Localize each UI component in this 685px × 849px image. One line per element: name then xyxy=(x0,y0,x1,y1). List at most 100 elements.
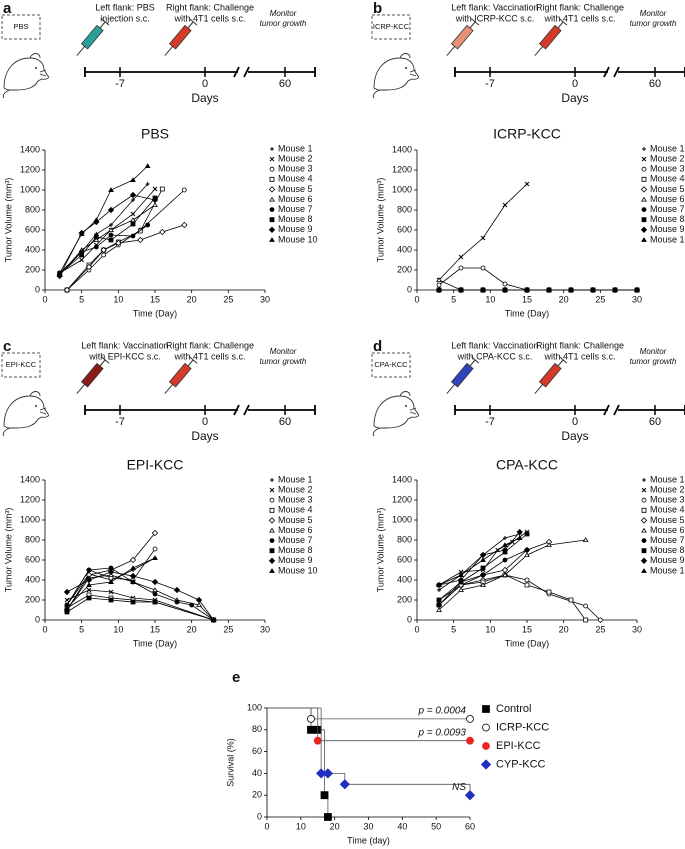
chart-title: ICRP-KCC xyxy=(493,126,561,142)
syringe-barrel xyxy=(80,24,104,50)
marker xyxy=(458,265,464,271)
syringe-plunger xyxy=(187,21,194,29)
marker xyxy=(130,211,136,217)
syringe xyxy=(164,18,198,56)
marker xyxy=(152,202,158,207)
syringe xyxy=(446,356,480,394)
marker xyxy=(503,536,507,540)
x-axis-title: Time (day) xyxy=(347,835,390,845)
marker xyxy=(641,237,647,242)
y-tick-label: 0 xyxy=(35,614,40,624)
marker xyxy=(269,156,275,162)
legend-label: Mouse 5 xyxy=(650,515,685,525)
x-tick-label: 30 xyxy=(632,294,642,304)
left-flank-text: Left flank: Vaccination xyxy=(451,2,538,12)
marker xyxy=(151,578,159,586)
left-flank-text: Left flank: PBS xyxy=(95,2,155,12)
y-tick-label: 1400 xyxy=(20,144,40,154)
annotation: p = 0.0004 xyxy=(417,706,466,717)
legend-label: Mouse 3 xyxy=(278,495,313,505)
x-tick-label: 15 xyxy=(522,624,532,634)
marker xyxy=(524,181,530,187)
marker xyxy=(210,616,217,624)
mouse-icon xyxy=(372,53,419,99)
y-tick-label: 80 xyxy=(252,724,262,734)
marker xyxy=(145,182,150,186)
right-flank-text: with 4T1 cells s.c. xyxy=(173,13,245,23)
marker xyxy=(641,176,647,182)
syringe-barrel xyxy=(538,24,562,50)
timeline xyxy=(454,404,685,416)
y-tick-label: 800 xyxy=(25,534,40,544)
marker xyxy=(480,265,486,271)
legend-label: Mouse 7 xyxy=(650,535,685,545)
marker xyxy=(270,478,274,482)
marker xyxy=(269,176,275,182)
monitor-text: Monitor xyxy=(270,347,297,356)
legend-label: Mouse 9 xyxy=(650,224,685,234)
x-tick-label: 10 xyxy=(485,294,495,304)
syringe-needle xyxy=(76,46,85,56)
x-tick-label: 5 xyxy=(79,624,84,634)
y-tick-label: 60 xyxy=(252,746,262,756)
syringe xyxy=(534,356,568,394)
y-tick-label: 1200 xyxy=(392,494,412,504)
marker xyxy=(100,246,107,254)
marker xyxy=(480,759,492,770)
x-axis-title: Time (Day) xyxy=(505,638,549,648)
marker xyxy=(108,232,114,238)
y-tick-label: 1000 xyxy=(392,184,412,194)
marker xyxy=(131,198,135,202)
y-tick-label: 1200 xyxy=(20,164,40,174)
x-tick-label: 60 xyxy=(465,821,475,831)
marker xyxy=(480,565,486,571)
y-tick-label: 20 xyxy=(252,790,262,800)
annotation: NS xyxy=(452,782,466,793)
group-label: PBS xyxy=(13,22,28,31)
marker xyxy=(101,252,107,258)
right-flank-text: Right flank: Challenge xyxy=(166,2,254,12)
mouse-icon xyxy=(2,391,49,437)
x-tick-label: 40 xyxy=(397,821,407,831)
left-flank-text: with EPI-KCC s.c. xyxy=(88,351,161,361)
marker xyxy=(181,221,188,229)
timeline-tick-label: -7 xyxy=(115,416,125,428)
marker xyxy=(502,202,508,208)
marker xyxy=(151,529,159,537)
marker xyxy=(269,237,275,242)
marker xyxy=(86,582,92,587)
legend-label: Mouse 2 xyxy=(278,153,313,163)
y-tick-label: 400 xyxy=(25,574,40,584)
marker xyxy=(436,282,442,288)
mouse-eye xyxy=(35,405,37,407)
marker xyxy=(480,582,486,587)
marker xyxy=(108,565,114,571)
marker xyxy=(270,147,274,151)
y-tick-label: 100 xyxy=(247,702,262,712)
timeline-tick-label: 60 xyxy=(649,78,661,90)
y-tick-label: 200 xyxy=(25,264,40,274)
timeline-axis-label: Days xyxy=(561,429,588,443)
legend-label: Mouse 7 xyxy=(278,535,313,545)
marker xyxy=(145,222,151,228)
y-tick-label: 1400 xyxy=(392,144,412,154)
marker xyxy=(93,244,99,250)
marker xyxy=(64,602,70,608)
marker xyxy=(458,287,464,292)
timeline-axis-label: Days xyxy=(191,91,218,105)
group-label: CPA-KCC xyxy=(374,360,408,369)
timeline-tick-label: 0 xyxy=(202,416,208,428)
marker xyxy=(196,602,202,607)
syringe-barrel xyxy=(168,362,192,388)
marker xyxy=(546,287,552,292)
marker xyxy=(63,286,71,294)
x-tick-label: 25 xyxy=(595,294,605,304)
marker xyxy=(269,527,275,533)
x-tick-label: 50 xyxy=(431,821,441,831)
marker xyxy=(152,186,158,192)
syringe-plunger xyxy=(469,21,476,29)
marker xyxy=(524,577,530,583)
marker xyxy=(502,557,508,563)
panel-letter: c xyxy=(3,338,11,355)
legend-label: Mouse 6 xyxy=(650,525,685,535)
